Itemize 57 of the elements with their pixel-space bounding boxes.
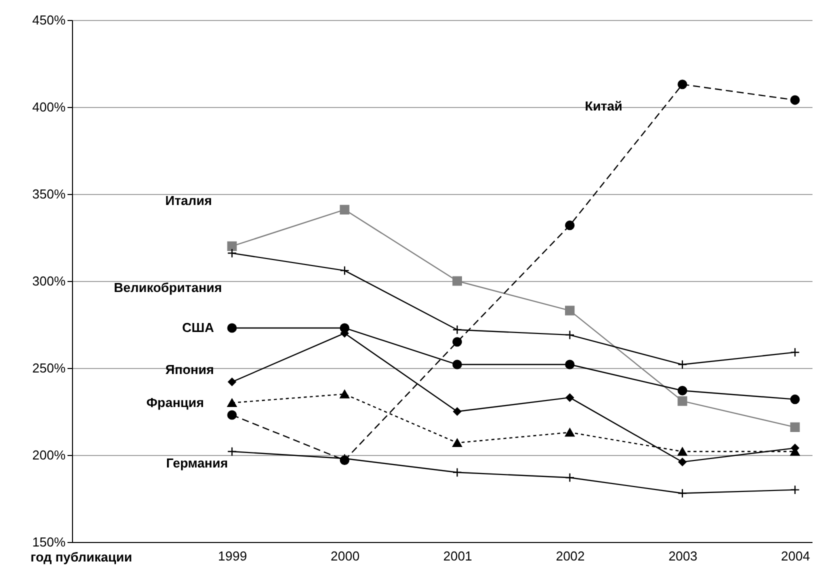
- point: [678, 360, 688, 370]
- point: [452, 360, 462, 370]
- y-tick-label: 200%: [32, 448, 66, 462]
- series-label: Великобритания: [114, 280, 222, 296]
- point: [227, 398, 237, 408]
- series-label: Франция: [146, 394, 204, 410]
- point: [453, 407, 462, 416]
- point: [228, 378, 236, 386]
- point: [340, 266, 350, 276]
- point: [566, 393, 574, 402]
- point: [565, 220, 575, 230]
- text: Китай: [584, 98, 622, 114]
- y-tick-label: 400%: [32, 100, 66, 114]
- point: [678, 488, 688, 498]
- x-tick-label: 2001: [443, 548, 472, 564]
- point: [790, 348, 800, 358]
- series-label: Япония: [165, 362, 214, 377]
- point: [790, 422, 800, 432]
- point: [678, 386, 688, 396]
- point: [452, 468, 462, 478]
- point: [340, 390, 350, 398]
- x-tick-label: 2004: [781, 548, 810, 564]
- series-label: Германия: [166, 456, 228, 471]
- point: [565, 330, 575, 340]
- x-tick-label: 2003: [668, 548, 698, 564]
- point: [565, 472, 575, 482]
- point: [227, 248, 237, 258]
- y-tick-label: 300%: [32, 274, 66, 288]
- point: [565, 360, 575, 370]
- point: [790, 394, 800, 404]
- y-tick-label: 450%: [32, 12, 66, 28]
- point: [227, 410, 237, 420]
- point: [678, 447, 688, 456]
- point: [227, 241, 237, 251]
- y-tick-label: 150%: [32, 534, 66, 550]
- point: [678, 458, 687, 466]
- point: [227, 323, 237, 333]
- text: Италия: [165, 193, 212, 208]
- point: [790, 485, 800, 495]
- x-tick-label: 1999: [218, 548, 247, 564]
- point: [452, 438, 462, 448]
- point: [452, 337, 462, 347]
- point: [678, 80, 688, 90]
- x-axis-title: год публикации: [30, 550, 132, 564]
- point: [227, 446, 237, 456]
- y-tick-label: 350%: [32, 186, 66, 202]
- point: [565, 428, 575, 437]
- x-tick-label: 2000: [330, 548, 360, 564]
- point: [452, 324, 462, 335]
- point: [340, 204, 350, 214]
- point: [790, 95, 800, 105]
- point: [452, 276, 462, 286]
- x-tick-label: 2002: [556, 548, 585, 564]
- point: [565, 306, 575, 316]
- series-label: США: [182, 320, 215, 335]
- y-tick-label: 250%: [32, 360, 66, 376]
- point: [678, 396, 688, 406]
